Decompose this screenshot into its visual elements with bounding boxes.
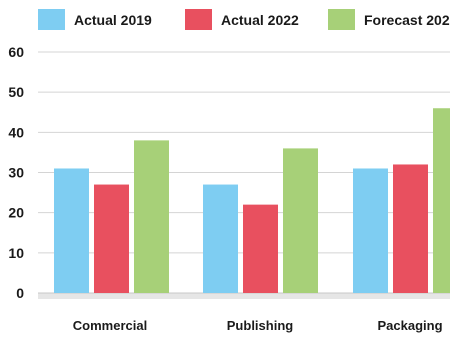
chart-legend: Actual 2019 Actual 2022 Forecast 2023 [38, 9, 450, 30]
x-category-label: Commercial [73, 318, 147, 333]
bar-packaging-2 [433, 108, 450, 293]
y-tick-label: 0 [16, 285, 24, 301]
bar-publishing-0 [203, 184, 238, 293]
x-axis-labels: Commercial Publishing Packaging [73, 318, 443, 333]
y-tick-label: 50 [8, 84, 24, 100]
bar-commercial-0 [54, 168, 89, 293]
legend-label: Actual 2019 [74, 12, 152, 28]
x-category-label: Publishing [227, 318, 294, 333]
legend-label: Forecast 2023 [364, 12, 450, 28]
bar-packaging-0 [353, 168, 388, 293]
bar-publishing-1 [243, 204, 278, 293]
x-category-label: Packaging [377, 318, 442, 333]
baseline-band [38, 293, 450, 299]
y-tick-label: 10 [8, 245, 24, 261]
legend-swatch [185, 9, 212, 30]
bar-publishing-2 [283, 148, 318, 293]
bar-packaging-1 [393, 164, 428, 293]
x-axis-baseline [38, 292, 450, 299]
y-tick-label: 30 [8, 165, 24, 181]
legend-item: Actual 2019 [38, 9, 152, 30]
legend-item: Forecast 2023 [328, 9, 450, 30]
legend-item: Actual 2022 [185, 9, 299, 30]
legend-label: Actual 2022 [221, 12, 299, 28]
y-axis-ticks: 0 10 20 30 40 50 60 [8, 44, 24, 301]
y-tick-label: 60 [8, 44, 24, 60]
legend-swatch [38, 9, 65, 30]
bar-commercial-2 [134, 140, 169, 293]
y-tick-label: 20 [8, 205, 24, 221]
y-tick-label: 40 [8, 124, 24, 140]
bar-commercial-1 [94, 184, 129, 293]
legend-swatch [328, 9, 355, 30]
chart-bars [54, 108, 450, 293]
